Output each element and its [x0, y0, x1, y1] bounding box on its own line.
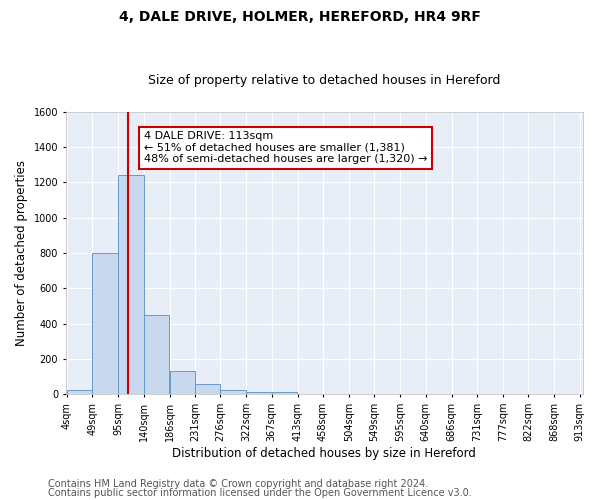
Text: Contains public sector information licensed under the Open Government Licence v3: Contains public sector information licen… [48, 488, 472, 498]
Y-axis label: Number of detached properties: Number of detached properties [15, 160, 28, 346]
Bar [247, 392, 272, 394]
Title: Size of property relative to detached houses in Hereford: Size of property relative to detached ho… [148, 74, 500, 87]
Text: Contains HM Land Registry data © Crown copyright and database right 2024.: Contains HM Land Registry data © Crown c… [48, 479, 428, 489]
Bar [118, 176, 143, 394]
Bar [143, 315, 169, 394]
Bar [220, 390, 246, 394]
Bar [272, 392, 297, 394]
Bar [170, 372, 195, 394]
Text: 4 DALE DRIVE: 113sqm
← 51% of detached houses are smaller (1,381)
48% of semi-de: 4 DALE DRIVE: 113sqm ← 51% of detached h… [143, 131, 427, 164]
Bar [67, 390, 92, 394]
Bar [195, 384, 220, 394]
Bar [92, 253, 118, 394]
Text: 4, DALE DRIVE, HOLMER, HEREFORD, HR4 9RF: 4, DALE DRIVE, HOLMER, HEREFORD, HR4 9RF [119, 10, 481, 24]
X-axis label: Distribution of detached houses by size in Hereford: Distribution of detached houses by size … [172, 447, 476, 460]
